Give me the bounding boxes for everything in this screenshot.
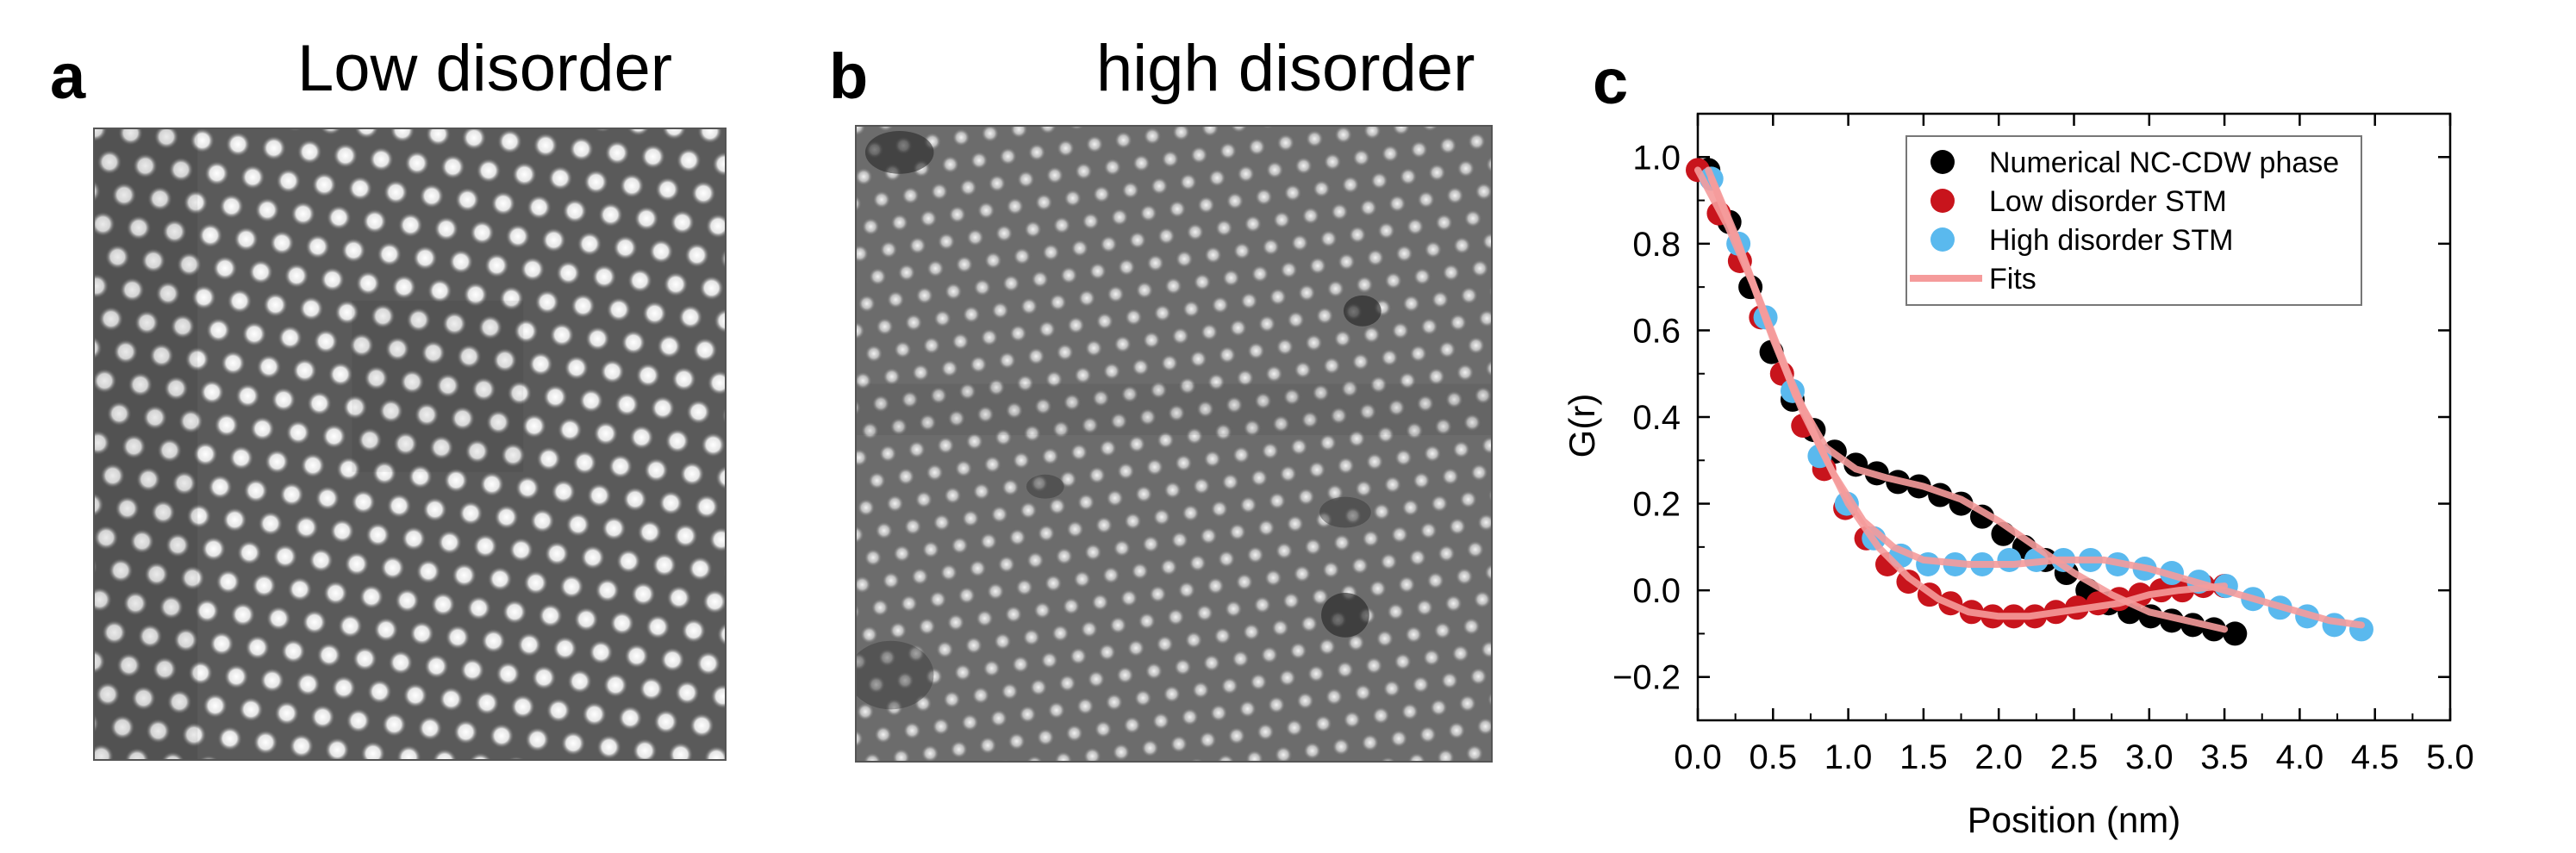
panel-a-title: Low disorder bbox=[297, 32, 673, 105]
legend-label: High disorder STM bbox=[1989, 224, 2233, 257]
y-tick-label: 0.0 bbox=[1632, 572, 1681, 610]
y-tick-label: 0.8 bbox=[1632, 226, 1681, 264]
gr-chart: 0.0 0.5 1.0 1.5 2.0 2.5 3.0 3.5 4.0 4.5 5.0 −0.2 0.0… bbox=[1562, 112, 2474, 840]
panel-a-letter: a bbox=[50, 40, 86, 112]
x-tick-label: 5.0 bbox=[2426, 738, 2474, 776]
y-tick-label: 0.2 bbox=[1632, 486, 1681, 524]
x-tick-label: 2.5 bbox=[2050, 738, 2099, 776]
x-tick-label: 0.0 bbox=[1674, 738, 1722, 776]
legend-label: Fits bbox=[1989, 263, 2036, 296]
x-tick-label: 2.0 bbox=[1974, 738, 2023, 776]
panel-b-letter: b bbox=[829, 40, 869, 112]
low-disorder-stm-image bbox=[93, 128, 727, 761]
legend-marker bbox=[1930, 189, 1955, 213]
panel-b-title: high disorder bbox=[1096, 32, 1475, 105]
x-tick-label: 3.5 bbox=[2200, 738, 2249, 776]
legend-label: Low disorder STM bbox=[1989, 185, 2227, 218]
legend-marker bbox=[1930, 227, 1955, 252]
low-disorder-stm-pattern bbox=[95, 129, 725, 759]
x-tick-label: 4.5 bbox=[2351, 738, 2399, 776]
x-tick-label: 3.0 bbox=[2125, 738, 2174, 776]
panel-c-letter: c bbox=[1593, 46, 1629, 117]
data-point bbox=[1997, 547, 2022, 572]
x-axis-label: Position (nm) bbox=[1968, 800, 2180, 840]
y-tick-label: 0.6 bbox=[1632, 312, 1681, 350]
y-tick-label: 1.0 bbox=[1632, 139, 1681, 177]
fit-curve-2 bbox=[1707, 175, 2365, 629]
high-disorder-stm-pattern bbox=[857, 127, 1491, 761]
data-point bbox=[2223, 621, 2248, 646]
y-tick-label: 0.4 bbox=[1632, 399, 1681, 437]
x-tick-label: 1.0 bbox=[1824, 738, 1873, 776]
high-disorder-stm-image bbox=[855, 125, 1493, 763]
legend-label: Numerical NC-CDW phase bbox=[1989, 146, 2339, 179]
y-axis-label: G(r) bbox=[1562, 394, 1602, 458]
x-tick-label: 0.5 bbox=[1749, 738, 1797, 776]
x-tick-label: 4.0 bbox=[2276, 738, 2324, 776]
y-tick-label: −0.2 bbox=[1612, 659, 1681, 697]
x-tick-label: 1.5 bbox=[1899, 738, 1948, 776]
legend-marker bbox=[1930, 150, 1955, 174]
